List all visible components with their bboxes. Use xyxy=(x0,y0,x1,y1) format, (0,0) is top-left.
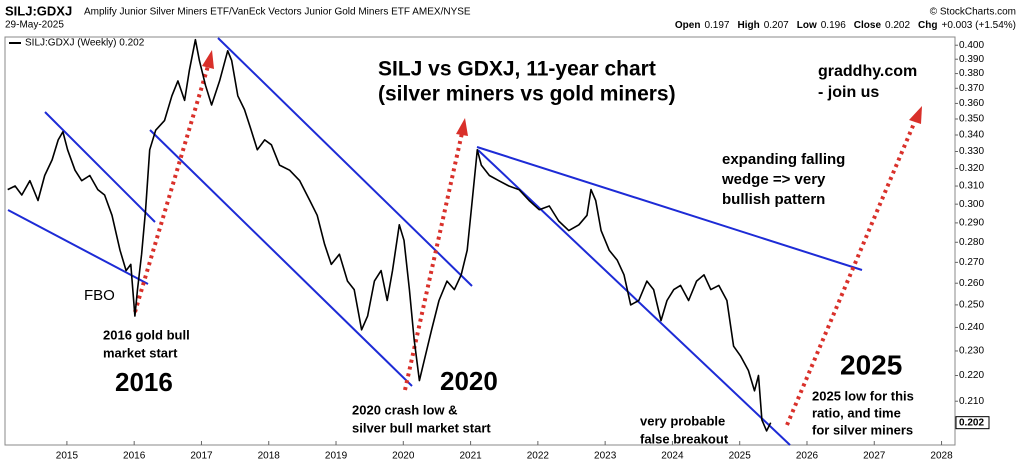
y-tick-label: 0.370 xyxy=(959,83,984,94)
quote-label: Open xyxy=(675,20,701,31)
legend-entry: SILJ:GDXJ (Weekly) 0.202 xyxy=(25,38,145,49)
x-tick-label: 2024 xyxy=(661,451,684,462)
trend-line xyxy=(477,149,791,446)
y-tick-label: 0.230 xyxy=(959,346,984,357)
annotation-2025-low: ratio, and time xyxy=(812,405,901,420)
arrow xyxy=(785,120,917,426)
quote-label: Chg xyxy=(918,20,937,31)
symbol: SILJ:GDXJ xyxy=(5,3,72,18)
arrow xyxy=(133,65,210,313)
quote-value: +0.003 (+1.54%) xyxy=(942,20,1017,31)
annotation-wedge: expanding falling xyxy=(722,151,845,168)
arrows xyxy=(133,50,922,426)
y-tick-label: 0.290 xyxy=(959,218,984,229)
quote-value: 0.197 xyxy=(704,20,729,31)
quote-value: 0.196 xyxy=(821,20,846,31)
annotation-2025: 2025 xyxy=(840,349,902,380)
arrow-head xyxy=(909,106,922,124)
source: © StockCharts.com xyxy=(930,7,1016,18)
quote-label: Close xyxy=(854,20,882,31)
x-tick-label: 2015 xyxy=(56,451,79,462)
y-tick-label: 0.400 xyxy=(959,40,984,51)
instrument-name: Amplify Junior Silver Miners ETF/VanEck … xyxy=(84,7,471,18)
y-tick-label: 0.280 xyxy=(959,237,984,248)
arrow-head xyxy=(202,50,214,69)
quote-label: High xyxy=(738,20,760,31)
y-tick-label: 0.270 xyxy=(959,257,984,268)
annotation-2025-low: 2025 low for this xyxy=(812,388,914,403)
y-tick-label: 0.350 xyxy=(959,114,984,125)
x-tick-label: 2020 xyxy=(392,451,415,462)
annotation-2016: 2016 xyxy=(115,367,173,397)
annotation-2020-low: 2020 crash low & xyxy=(352,402,458,417)
annotation-breakout: very probable xyxy=(640,413,725,428)
x-tick-label: 2018 xyxy=(258,451,281,462)
y-tick-label: 0.330 xyxy=(959,146,984,157)
quote: Open 0.197 High 0.207 Low 0.196 Close 0.202 Chg +… xyxy=(675,20,1016,31)
y-tick-label: 0.300 xyxy=(959,199,984,210)
y-tick-label: 0.380 xyxy=(959,68,984,79)
y-tick-label: 0.220 xyxy=(959,370,984,381)
x-tick-label: 2022 xyxy=(527,451,550,462)
x-tick-label: 2021 xyxy=(459,451,482,462)
y-tick-label: 0.210 xyxy=(959,396,984,407)
trend-line xyxy=(476,146,863,271)
annotation-wedge: wedge => very xyxy=(721,171,826,188)
annotation-2016-start: 2016 gold bull xyxy=(103,327,190,342)
last-value-label: 0.202 xyxy=(959,417,984,428)
y-tick-label: 0.240 xyxy=(959,322,984,333)
trend-line xyxy=(217,37,473,287)
x-tick-label: 2023 xyxy=(594,451,617,462)
last-value-box xyxy=(955,416,990,430)
trend-line xyxy=(149,129,413,387)
x-tick-label: 2017 xyxy=(190,451,213,462)
y-tick-label: 0.260 xyxy=(959,278,984,289)
arrow xyxy=(403,132,464,391)
annotation-title: SILJ vs GDXJ, 11-year chart xyxy=(378,58,656,81)
y-tick-label: 0.390 xyxy=(959,54,984,65)
x-tick-label: 2026 xyxy=(796,451,819,462)
annotation-site-note: - join us xyxy=(818,84,879,101)
annotation-subtitle: (silver miners vs gold miners) xyxy=(378,83,676,106)
y-tick-label: 0.250 xyxy=(959,300,984,311)
y-tick-label: 0.360 xyxy=(959,98,984,109)
arrow-head xyxy=(456,118,468,136)
y-tick-label: 0.310 xyxy=(959,181,984,192)
annotation-site: graddhy.com xyxy=(818,63,917,80)
trend-line xyxy=(7,209,149,285)
trend-line xyxy=(44,111,156,223)
annotation-2016-start: market start xyxy=(103,345,178,360)
x-tick-label: 2027 xyxy=(863,451,886,462)
quote-value: 0.202 xyxy=(885,20,910,31)
x-tick-label: 2019 xyxy=(325,451,348,462)
y-tick-label: 0.340 xyxy=(959,130,984,141)
plot-frame xyxy=(4,36,956,446)
x-tick-label: 2028 xyxy=(930,451,953,462)
annotation-2020-low: silver bull market start xyxy=(352,420,491,435)
annotation-wedge: bullish pattern xyxy=(722,191,825,208)
x-tick-label: 2025 xyxy=(729,451,752,462)
price-line xyxy=(7,38,772,432)
x-tick-label: 2016 xyxy=(123,451,146,462)
annotation-2025-low: for silver miners xyxy=(812,422,913,437)
date: 29-May-2025 xyxy=(5,20,64,31)
annotation-fbo: FBO xyxy=(84,287,115,304)
annotation-2020: 2020 xyxy=(440,366,498,396)
annotation-breakout: false breakout xyxy=(640,431,729,446)
quote-label: Low xyxy=(797,20,817,31)
y-tick-label: 0.320 xyxy=(959,163,984,174)
quote-value: 0.207 xyxy=(764,20,789,31)
trend-lines xyxy=(7,37,863,446)
